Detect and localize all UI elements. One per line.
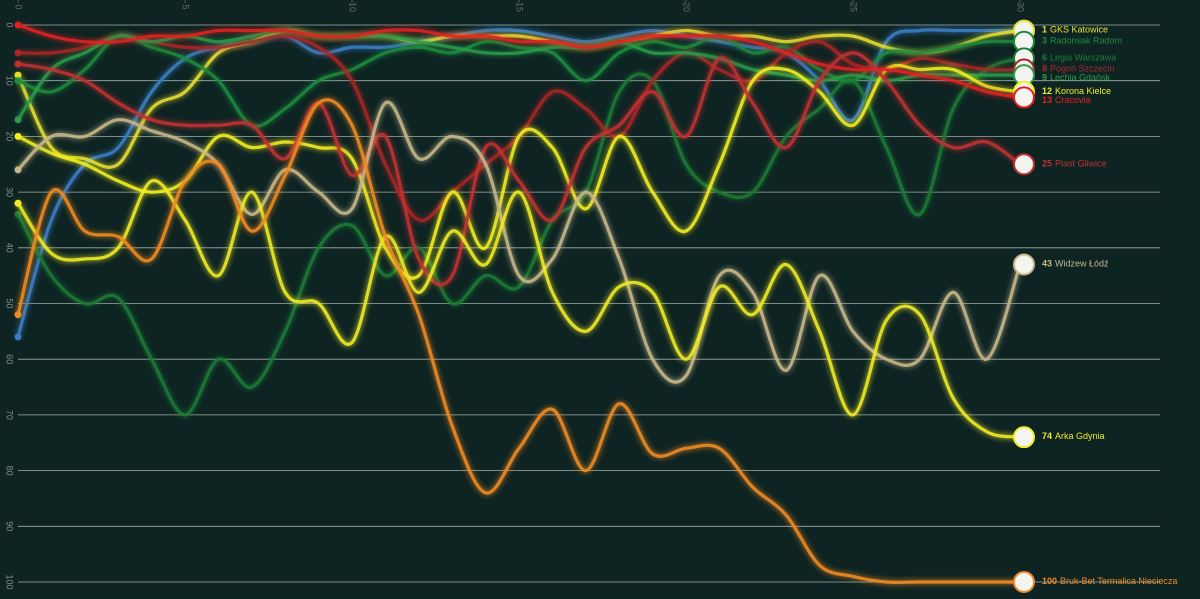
series-line <box>16 51 1022 287</box>
end-label: 13 Cracovia <box>1042 95 1091 105</box>
start-dot <box>14 60 22 68</box>
start-dot <box>14 116 22 124</box>
end-label-value: 43 <box>1042 259 1052 269</box>
series-line <box>16 98 1022 585</box>
y-tick-label: 0 <box>5 22 15 27</box>
end-label-name: Widzew Łódź <box>1055 259 1109 269</box>
start-dot <box>14 77 22 85</box>
series-group <box>14 21 1035 109</box>
y-tick-label: 80 <box>5 466 15 476</box>
series-group <box>14 100 1035 384</box>
end-label: 8 Pogoń Szczecin <box>1042 64 1115 74</box>
series-line <box>16 28 1022 339</box>
end-label: 9 Lechia Gdańsk <box>1042 73 1111 83</box>
end-label-value: 13 <box>1042 95 1052 105</box>
series-line <box>16 23 1022 100</box>
start-dot <box>14 49 22 57</box>
end-label: 3 Radomiak Radom <box>1042 36 1122 46</box>
end-label: 6 Legia Warszawa <box>1042 53 1116 63</box>
end-label-value: 6 <box>1042 53 1047 63</box>
end-label: 43 Widzew Łódź <box>1042 259 1109 269</box>
end-label: 12 Korona Kielce <box>1042 86 1111 96</box>
end-label-value: 8 <box>1042 64 1047 74</box>
x-tick-label: 0 <box>14 4 24 9</box>
x-tick-label: 10 <box>348 2 358 12</box>
end-label-name: Piast Gliwice <box>1055 159 1107 169</box>
y-tick-label: 70 <box>5 410 15 420</box>
end-label-value: 9 <box>1042 73 1047 83</box>
end-label-value: 100 <box>1042 576 1057 586</box>
y-tick-label: 20 <box>5 131 15 141</box>
end-label-name: Cracovia <box>1055 95 1091 105</box>
team-badge <box>1013 153 1035 176</box>
x-tick-label: 20 <box>682 2 692 12</box>
end-label-name: Radomiak Radom <box>1050 36 1122 46</box>
start-dot <box>14 21 22 29</box>
end-label-name: Legia Warszawa <box>1050 53 1116 63</box>
team-badge <box>1013 426 1035 449</box>
end-label: 74 Arka Gdynia <box>1042 432 1105 442</box>
end-label-value: 3 <box>1042 36 1047 46</box>
end-label: 1 GKS Katowice <box>1042 25 1108 35</box>
end-label-value: 12 <box>1042 86 1052 96</box>
end-label-value: 25 <box>1042 159 1052 169</box>
series-line <box>16 56 1022 417</box>
series-line <box>16 100 1022 384</box>
start-dot <box>14 311 22 319</box>
end-label-name: Arka Gdynia <box>1055 432 1105 442</box>
x-tick-label: 15 <box>515 2 525 12</box>
end-label-name: Lechia Gdańsk <box>1050 73 1111 83</box>
team-badge <box>1013 86 1035 109</box>
y-tick-label: 100 <box>5 574 15 589</box>
series-group <box>14 51 1035 287</box>
end-label: 25 Piast Gliwice <box>1042 159 1107 169</box>
series-group <box>14 98 1035 593</box>
start-dot <box>14 71 22 79</box>
team-badge <box>1013 571 1035 593</box>
series-line <box>16 28 1022 169</box>
end-label-name: GKS Katowice <box>1050 25 1108 35</box>
start-dot <box>14 333 22 341</box>
start-dot <box>14 166 22 174</box>
series-line <box>16 179 1022 439</box>
end-label-name: Korona Kielce <box>1055 86 1111 96</box>
x-tick-label: 25 <box>849 2 859 12</box>
x-tick-label: 5 <box>181 4 191 9</box>
y-tick-label: 50 <box>5 298 15 308</box>
start-dot <box>14 132 22 140</box>
end-label-name: Pogoń Szczecin <box>1050 64 1115 74</box>
y-tick-label: 60 <box>5 354 15 364</box>
end-label-value: 1 <box>1042 25 1047 35</box>
end-label-value: 74 <box>1042 432 1052 442</box>
end-label-name: Bruk-Bet Termalica Nieciecza <box>1060 576 1177 586</box>
y-tick-label: 10 <box>5 76 15 86</box>
start-dot <box>14 210 22 218</box>
y-tick-label: 90 <box>5 521 15 531</box>
y-tick-label: 40 <box>5 243 15 253</box>
team-badge <box>1013 253 1035 276</box>
end-label: 100 Bruk-Bet Termalica Nieciecza <box>1042 576 1177 586</box>
series-group <box>14 179 1035 449</box>
x-tick-label: 30 <box>1016 2 1026 12</box>
y-tick-label: 30 <box>5 187 15 197</box>
start-dot <box>14 199 22 207</box>
